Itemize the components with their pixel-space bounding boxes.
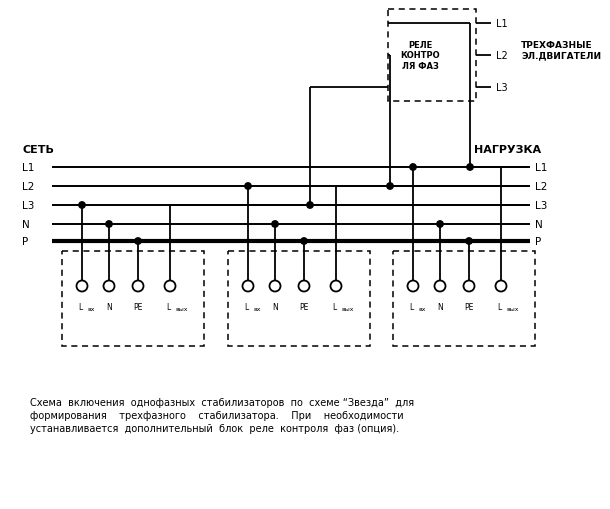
Text: Схема  включения  однофазных  стабилизаторов  по  схеме “Звезда”  для: Схема включения однофазных стабилизаторо… (30, 397, 414, 407)
Text: L1: L1 (535, 163, 547, 173)
Bar (228, 251, 370, 346)
Circle shape (467, 164, 473, 171)
Circle shape (79, 203, 85, 209)
Bar (393, 251, 535, 346)
Text: L3: L3 (22, 201, 34, 211)
Text: вых: вых (506, 307, 518, 312)
Text: РЕЛЕ
КОНТРО
ЛЯ ФАЗ: РЕЛЕ КОНТРО ЛЯ ФАЗ (400, 41, 440, 71)
Bar (62, 251, 204, 346)
Text: вх: вх (87, 307, 95, 312)
Text: устанавливается  дополнительный  блок  реле  контроля  фаз (опция).: устанавливается дополнительный блок реле… (30, 423, 399, 433)
Circle shape (466, 238, 472, 245)
Text: СЕТЬ: СЕТЬ (22, 145, 54, 155)
Text: L2: L2 (22, 182, 34, 191)
Text: L: L (332, 303, 336, 312)
Text: вых: вых (341, 307, 354, 312)
Text: PE: PE (300, 303, 309, 312)
Text: L: L (78, 303, 82, 312)
Text: N: N (272, 303, 278, 312)
Circle shape (307, 203, 313, 209)
Text: L: L (497, 303, 501, 312)
Text: N: N (106, 303, 112, 312)
Circle shape (272, 221, 278, 228)
Text: PE: PE (134, 303, 143, 312)
Text: L1: L1 (496, 19, 508, 29)
Text: PE: PE (464, 303, 474, 312)
Text: L: L (244, 303, 248, 312)
Circle shape (437, 221, 443, 228)
Text: вх: вх (418, 307, 426, 312)
Text: L: L (166, 303, 170, 312)
Text: вых: вых (175, 307, 187, 312)
Text: вх: вх (253, 307, 260, 312)
Text: L3: L3 (535, 201, 547, 211)
Text: P: P (22, 237, 28, 246)
Circle shape (245, 183, 251, 190)
Text: P: P (535, 237, 541, 246)
Text: L2: L2 (496, 51, 508, 61)
Text: L1: L1 (22, 163, 34, 173)
Text: формирования    трехфазного    стабилизатора.    При    необходимости: формирования трехфазного стабилизатора. … (30, 410, 404, 420)
Circle shape (106, 221, 112, 228)
Text: L: L (409, 303, 413, 312)
Text: L2: L2 (535, 182, 547, 191)
Text: ТРЕХФАЗНЫЕ
ЭЛ.ДВИГАТЕЛИ: ТРЕХФАЗНЫЕ ЭЛ.ДВИГАТЕЛИ (521, 41, 601, 61)
Text: N: N (535, 219, 543, 230)
Text: N: N (22, 219, 30, 230)
Circle shape (135, 238, 141, 245)
Text: N: N (437, 303, 443, 312)
Circle shape (301, 238, 307, 245)
Bar (388, 10, 476, 102)
Circle shape (410, 164, 416, 171)
Text: L3: L3 (496, 83, 508, 93)
Circle shape (387, 183, 393, 190)
Text: НАГРУЗКА: НАГРУЗКА (474, 145, 541, 155)
